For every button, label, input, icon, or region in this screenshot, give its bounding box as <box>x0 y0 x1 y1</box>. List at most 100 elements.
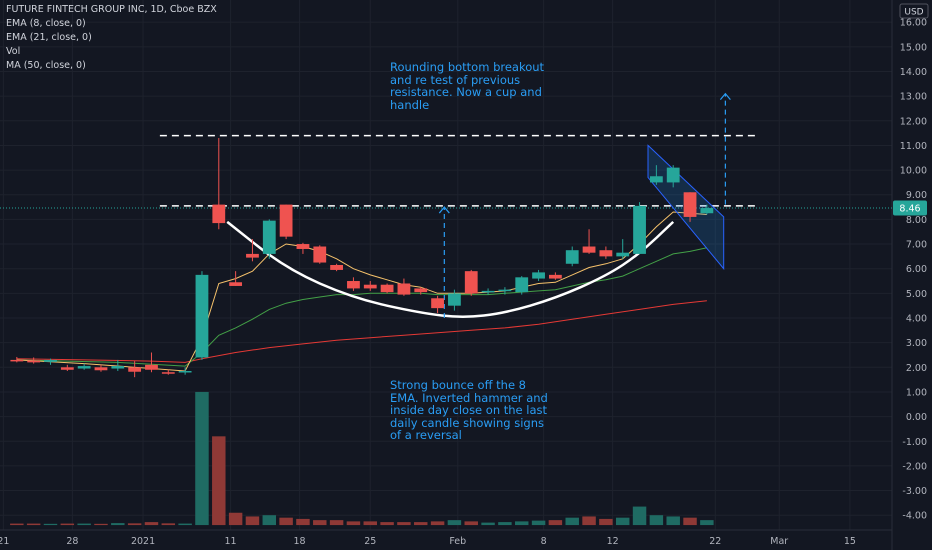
candle-body <box>279 204 293 237</box>
candle-body <box>128 367 142 372</box>
candle-body <box>397 283 411 295</box>
indicator-ema21[interactable]: EMA (21, close, 0) <box>6 32 92 43</box>
drawings <box>159 92 758 319</box>
volume-bar <box>363 521 377 526</box>
candle-body <box>178 371 192 373</box>
volume-bar <box>397 522 411 526</box>
x-tick-label: 22 <box>709 536 721 547</box>
candle-body <box>599 250 613 257</box>
candle-body <box>94 367 108 371</box>
volume-bar <box>111 523 125 526</box>
y-tick-label: 2.00 <box>906 363 927 374</box>
candle-body <box>347 281 360 289</box>
y-tick-label: 4.00 <box>906 314 927 325</box>
y-tick-label: 8.00 <box>906 215 927 226</box>
y-tick-label: 16.00 <box>900 18 927 29</box>
x-tick-label: Mar <box>770 536 788 547</box>
indicator-vol[interactable]: Vol <box>6 46 21 57</box>
candle-body <box>532 272 545 279</box>
volume-bar <box>262 515 277 526</box>
candle-body <box>296 244 310 249</box>
indicator-ma50[interactable]: MA (50, close, 0) <box>6 60 86 71</box>
volume-bar <box>279 517 293 526</box>
y-tick-label: 0.00 <box>906 412 927 423</box>
candle-body <box>246 253 259 258</box>
y-tick-label: 3.00 <box>906 338 927 349</box>
last-price-badge <box>893 200 927 216</box>
volume-bar <box>144 522 159 526</box>
y-tick-label: -2.00 <box>902 461 927 472</box>
cup-curve <box>226 220 675 319</box>
candle-body <box>363 284 377 289</box>
candle-body <box>649 176 663 183</box>
volume-bar <box>178 523 192 526</box>
volume-bar <box>548 520 563 526</box>
y-tick-label: 10.00 <box>900 166 927 177</box>
volume-bar <box>531 520 546 526</box>
volume-bar <box>10 523 24 526</box>
volume-bar <box>683 517 697 526</box>
volume-bar <box>195 391 209 526</box>
last-price-label: 8.46 <box>899 204 920 215</box>
volume-bar <box>380 522 394 526</box>
volume-bar <box>599 518 613 526</box>
volume-bar <box>498 522 512 526</box>
x-tick-label: 11 <box>225 536 237 547</box>
candle-body <box>616 252 630 257</box>
volume-bar <box>329 520 344 526</box>
candle-body <box>498 289 512 292</box>
x-tick-label: 28 <box>66 536 78 547</box>
target-arrow-head <box>719 92 731 101</box>
grid <box>0 0 893 550</box>
volume-bar <box>245 516 260 526</box>
y-tick-label: -4.00 <box>902 511 927 522</box>
ema21-line <box>16 247 708 367</box>
symbol-title[interactable]: FUTURE FINTECH GROUP INC, 1D, Cboe BZX <box>6 4 217 15</box>
candle-body <box>582 246 596 253</box>
annotation-rounding-bottom[interactable]: Rounding bottom breakout and re test of … <box>390 60 545 112</box>
x-tick-label: 2021 <box>131 536 155 547</box>
y-tick-label: 1.00 <box>906 387 927 398</box>
price-axis[interactable]: 16.00 15.00 14.00 13.00 12.00 11.00 10.00 9.00 8… <box>893 3 929 522</box>
volume-bar <box>615 517 630 526</box>
candle-body <box>10 359 24 362</box>
volume-bar <box>464 521 478 526</box>
candle-body <box>195 274 209 358</box>
indicator-lines <box>16 211 708 372</box>
volume-bar <box>430 521 445 526</box>
candle-body <box>44 359 57 362</box>
volume-bar <box>414 522 428 526</box>
candle-body <box>481 290 495 293</box>
indicator-ema8[interactable]: EMA (8, close, 0) <box>6 18 86 29</box>
candle-body <box>549 274 562 279</box>
candle-body <box>60 367 74 370</box>
y-tick-label: 5.00 <box>906 289 927 300</box>
volume-bar <box>77 523 91 526</box>
y-tick-label: -3.00 <box>902 486 927 497</box>
volume-bar <box>700 520 714 526</box>
volume-bars <box>10 391 714 526</box>
y-tick-label: 14.00 <box>900 67 927 78</box>
time-axis[interactable]: 21 28 2021 11 18 25 Feb 8 12 22 Mar 15 <box>0 536 856 547</box>
candle-body <box>161 372 175 374</box>
candle-body <box>313 246 327 263</box>
ema8-line <box>16 211 707 372</box>
y-tick-label: 12.00 <box>900 116 927 127</box>
y-tick-label: 15.00 <box>900 42 927 53</box>
y-tick-label: 11.00 <box>900 141 927 152</box>
x-tick-label: 18 <box>294 536 306 547</box>
volume-bar <box>666 516 680 526</box>
ma50-line <box>16 300 707 363</box>
target-arrow-head <box>438 206 450 214</box>
volume-bar <box>26 523 41 526</box>
x-tick-label: 21 <box>0 536 9 547</box>
annotation-ema-bounce[interactable]: Strong bounce off the 8 EMA. Inverted ha… <box>390 378 548 442</box>
x-tick-label: 15 <box>844 536 856 547</box>
candle-body <box>229 282 243 286</box>
candle-body <box>77 366 91 369</box>
currency-label: USD <box>904 8 923 18</box>
x-tick-label: 8 <box>541 536 547 547</box>
candle-body <box>27 360 41 363</box>
